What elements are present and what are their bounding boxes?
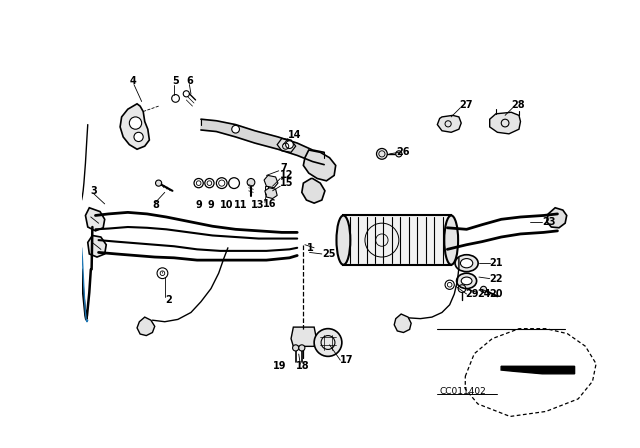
Text: 23: 23 (542, 217, 556, 227)
Circle shape (247, 178, 255, 186)
Polygon shape (265, 186, 268, 194)
Text: 17: 17 (340, 355, 354, 365)
Text: 16: 16 (263, 199, 277, 209)
Bar (344, 215, 451, 265)
Text: 3: 3 (91, 186, 97, 196)
Polygon shape (264, 176, 278, 188)
Text: 8: 8 (152, 200, 159, 210)
Polygon shape (88, 236, 106, 257)
Ellipse shape (460, 258, 473, 268)
Circle shape (292, 345, 299, 351)
Text: 13: 13 (251, 200, 264, 210)
Circle shape (299, 345, 305, 351)
Polygon shape (547, 208, 566, 228)
Polygon shape (501, 366, 575, 374)
Ellipse shape (461, 277, 472, 285)
Text: 29: 29 (465, 289, 479, 299)
Circle shape (134, 132, 143, 142)
Text: CC011402: CC011402 (440, 387, 486, 396)
Text: 21: 21 (490, 258, 503, 268)
Polygon shape (277, 138, 296, 152)
Polygon shape (490, 112, 520, 134)
Text: 20: 20 (490, 289, 503, 299)
Text: 18: 18 (296, 361, 309, 370)
Polygon shape (303, 150, 336, 181)
Circle shape (129, 117, 141, 129)
Circle shape (314, 329, 342, 356)
Text: 1: 1 (307, 243, 314, 253)
Circle shape (232, 125, 239, 133)
Text: 12: 12 (280, 170, 294, 181)
Polygon shape (120, 104, 149, 149)
Circle shape (156, 180, 162, 186)
Polygon shape (86, 208, 105, 231)
Polygon shape (302, 178, 325, 203)
Ellipse shape (337, 215, 350, 265)
Text: 25: 25 (322, 249, 335, 259)
Ellipse shape (456, 273, 477, 289)
Text: 26: 26 (396, 147, 409, 157)
Circle shape (396, 151, 402, 157)
Text: 11: 11 (234, 200, 248, 210)
Polygon shape (271, 189, 274, 195)
Circle shape (285, 141, 293, 148)
Text: 19: 19 (273, 361, 287, 370)
Text: 9: 9 (208, 200, 214, 210)
Text: 27: 27 (459, 99, 472, 110)
Text: 28: 28 (511, 99, 525, 110)
Polygon shape (137, 317, 155, 336)
Polygon shape (201, 119, 324, 165)
Circle shape (376, 148, 387, 159)
Text: 24: 24 (477, 289, 491, 299)
Ellipse shape (455, 255, 478, 271)
Text: 4: 4 (129, 76, 136, 86)
Polygon shape (265, 188, 277, 198)
Text: 9: 9 (196, 200, 202, 210)
Text: 14: 14 (288, 130, 301, 140)
Text: 5: 5 (172, 76, 179, 86)
Circle shape (481, 286, 486, 293)
Ellipse shape (444, 215, 458, 265)
Text: 15: 15 (280, 178, 294, 188)
Polygon shape (291, 327, 316, 346)
Polygon shape (437, 116, 461, 132)
Text: 6: 6 (186, 76, 193, 86)
Text: 10: 10 (220, 200, 234, 210)
Text: 2: 2 (164, 295, 172, 305)
Text: 7: 7 (280, 163, 287, 173)
Text: 22: 22 (490, 274, 503, 284)
Polygon shape (394, 314, 411, 332)
